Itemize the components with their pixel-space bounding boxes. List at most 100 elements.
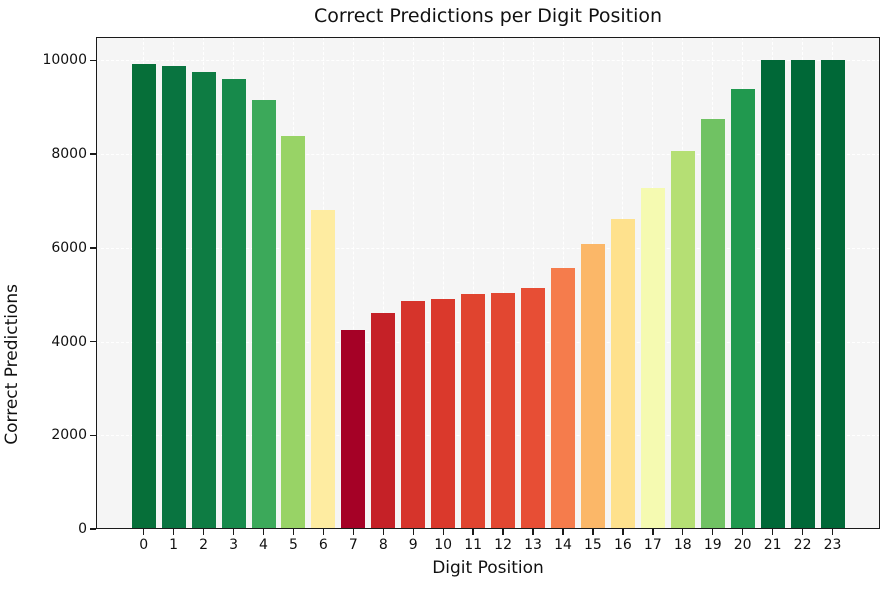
x-axis-tick	[382, 529, 384, 535]
x-tick-label: 7	[348, 537, 358, 553]
gridline-vertical	[352, 37, 354, 529]
bar-digit-3	[221, 79, 246, 529]
x-axis-tick	[801, 529, 804, 535]
x-tick-label: 3	[229, 537, 238, 553]
gridline-horizontal	[96, 60, 880, 62]
x-tick-label: 5	[288, 537, 298, 553]
x-tick-label: 23	[823, 537, 842, 553]
bar-digit-11	[461, 293, 486, 529]
x-tick-label: 1	[169, 537, 179, 553]
x-tick-label: 10	[434, 537, 453, 553]
x-axis-tick	[262, 529, 265, 535]
gridline-vertical	[502, 37, 504, 529]
x-axis-tick	[352, 529, 355, 535]
x-axis-tick	[562, 529, 564, 535]
bar-digit-0	[131, 64, 156, 529]
gridline-horizontal	[96, 435, 880, 437]
y-axis-tick	[90, 434, 96, 436]
x-tick-label: 13	[524, 537, 542, 553]
y-tick-label: 8000	[51, 146, 87, 163]
bar-digit-18	[670, 150, 695, 529]
x-tick-label: 15	[584, 537, 602, 553]
gridline-horizontal	[96, 154, 880, 156]
x-axis-tick	[742, 529, 744, 535]
x-axis-tick	[292, 529, 295, 535]
x-axis-tick	[771, 529, 774, 535]
x-axis-tick	[322, 529, 325, 535]
x-tick-label: 18	[673, 537, 692, 553]
bar-digit-14	[551, 268, 575, 529]
x-tick-label: 19	[703, 537, 722, 553]
bar-digit-21	[760, 60, 785, 529]
y-axis-tick	[90, 528, 96, 530]
x-axis-tick	[712, 529, 714, 535]
bar-digit-7	[341, 329, 366, 529]
bar-digit-16	[610, 218, 635, 529]
x-axis-tick	[652, 529, 654, 535]
x-tick-label: 21	[763, 537, 782, 553]
x-axis-tick	[592, 529, 594, 535]
bar-digit-5	[281, 135, 306, 529]
gridline-vertical	[382, 37, 384, 529]
chart-title: Correct Predictions per Digit Position	[313, 5, 663, 27]
y-axis-tick	[90, 247, 96, 249]
bar-digit-8	[371, 312, 396, 529]
x-axis-tick	[172, 529, 175, 535]
y-axis-tick	[90, 340, 96, 343]
bar-digit-20	[730, 89, 755, 529]
y-tick-label: 10000	[42, 52, 87, 69]
y-tick-label: 2000	[51, 427, 87, 444]
x-axis-tick	[682, 529, 684, 535]
bar-digit-19	[700, 119, 725, 529]
x-tick-label: 2	[199, 537, 209, 553]
bar-digit-17	[640, 187, 665, 529]
y-axis-label-text: Correct Predictions	[2, 283, 22, 445]
x-axis-tick	[202, 529, 205, 535]
y-tick-label: 4000	[51, 333, 87, 350]
x-axis-tick	[532, 529, 534, 535]
x-tick-label: 11	[464, 537, 483, 553]
x-tick-label: 17	[643, 537, 662, 553]
x-axis-label: Digit Position	[432, 558, 544, 578]
x-tick-label: 14	[554, 537, 572, 553]
x-axis-tick	[472, 529, 474, 535]
x-tick-label: 20	[733, 537, 752, 553]
x-tick-label: 0	[139, 537, 149, 553]
gridline-vertical	[442, 37, 444, 529]
bar-digit-12	[491, 292, 516, 529]
x-axis-tick	[502, 529, 504, 535]
gridline-vertical	[412, 37, 414, 529]
y-axis-tick	[90, 59, 96, 62]
x-axis-tick	[831, 529, 834, 535]
y-tick-label: 6000	[51, 239, 87, 256]
y-axis-tick	[90, 153, 96, 155]
x-axis-tick	[442, 529, 444, 535]
x-tick-label: 22	[793, 537, 812, 553]
bar-digit-10	[431, 298, 456, 529]
x-tick-label: 8	[378, 537, 388, 553]
x-tick-label: 4	[259, 537, 268, 553]
bar-digit-22	[790, 60, 815, 529]
x-tick-label: 9	[408, 537, 418, 553]
gridline-horizontal	[96, 341, 880, 343]
gridline-vertical	[472, 37, 474, 529]
x-axis-tick	[412, 529, 414, 535]
bar-digit-4	[251, 100, 276, 529]
bar-digit-6	[311, 209, 336, 529]
bar-digit-1	[161, 65, 186, 529]
bar-digit-13	[521, 287, 546, 529]
x-axis-tick	[232, 529, 235, 535]
x-tick-label: 16	[613, 537, 632, 553]
bar-digit-2	[191, 71, 216, 529]
x-axis-tick	[622, 529, 624, 535]
bar-digit-23	[820, 60, 845, 529]
plot-area	[96, 37, 880, 529]
gridline-vertical	[532, 37, 534, 529]
x-tick-label: 12	[494, 537, 512, 553]
gridline-horizontal	[96, 247, 880, 249]
x-axis-tick	[143, 529, 145, 535]
bar-digit-15	[580, 243, 605, 529]
x-tick-label: 6	[318, 537, 328, 553]
bar-digit-9	[401, 300, 426, 529]
